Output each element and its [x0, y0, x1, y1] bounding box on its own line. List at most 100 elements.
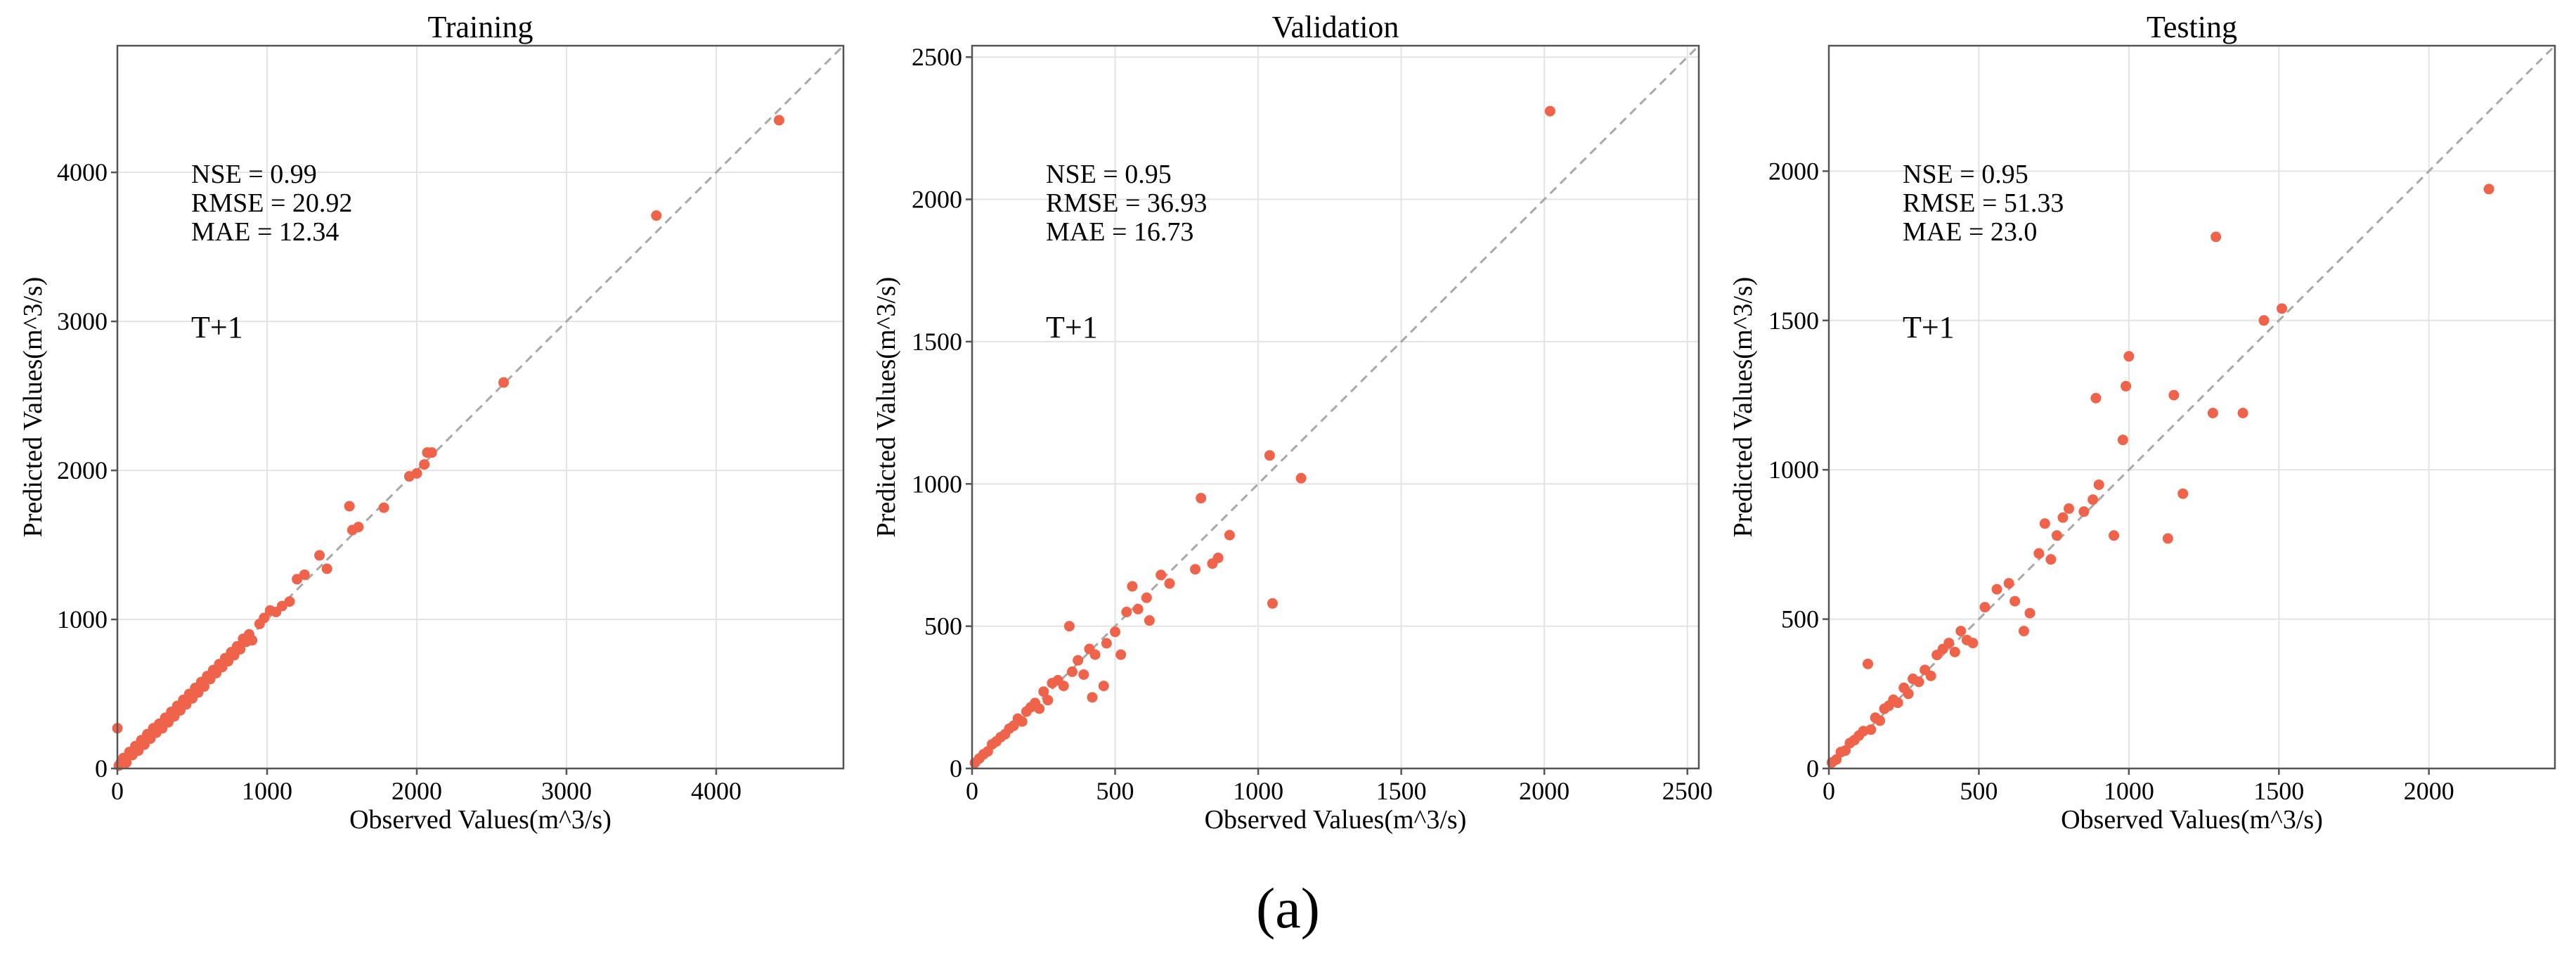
data-point	[378, 502, 389, 513]
data-point	[2051, 530, 2062, 541]
data-point	[1121, 606, 1132, 617]
data-point	[1164, 578, 1175, 589]
x-tick-label: 1500	[2253, 777, 2304, 805]
data-point	[2277, 303, 2288, 314]
y-tick-label: 1500	[1768, 307, 1819, 335]
y-axis-label: Predicted Values(m^3/s)	[1728, 277, 1758, 538]
data-point	[498, 377, 510, 388]
plot-frame	[116, 44, 845, 770]
data-point	[199, 681, 210, 692]
chart-panel-1: 0 1000 2000 3000 4000 0 1000 2000 3000 4000 Traini…	[18, 10, 845, 835]
data-point	[1141, 592, 1152, 603]
data-point	[1034, 703, 1045, 714]
data-point	[1949, 646, 1960, 657]
data-point	[1862, 658, 1873, 669]
data-point	[284, 596, 295, 607]
y-tick-label: 1000	[57, 605, 108, 633]
data-point	[1101, 638, 1112, 649]
data-point	[2117, 435, 2128, 446]
x-tick-label: 0	[966, 777, 978, 805]
chart-title: Testing	[2147, 10, 2237, 44]
data-point	[1267, 598, 1278, 609]
metric-text: RMSE = 51.33	[1903, 188, 2064, 218]
data-point	[2039, 518, 2050, 529]
data-point	[419, 459, 430, 470]
data-point	[235, 643, 246, 655]
chart-title: Training	[428, 10, 533, 44]
data-point	[1979, 602, 1991, 613]
data-point	[411, 468, 422, 479]
data-point	[2009, 596, 2021, 607]
plot-frame	[1827, 44, 2556, 770]
data-point	[1264, 450, 1275, 461]
data-point	[344, 501, 355, 512]
x-axis-label: Observed Values(m^3/s)	[349, 805, 611, 835]
chart-title: Validation	[1272, 10, 1399, 44]
data-point	[1110, 626, 1121, 638]
data-point	[1042, 695, 1054, 706]
data-point	[1098, 681, 1109, 692]
data-point	[1038, 686, 1049, 697]
data-point	[2088, 494, 2099, 506]
data-point	[2045, 554, 2057, 565]
y-axis-label: Predicted Values(m^3/s)	[18, 277, 48, 538]
data-point	[2207, 407, 2218, 418]
data-point	[1087, 692, 1098, 703]
data-point	[2237, 407, 2248, 418]
x-tick-label: 1500	[1376, 777, 1427, 805]
metric-text: MAE = 23.0	[1903, 217, 2037, 247]
data-point	[353, 522, 364, 533]
metric-text: RMSE = 20.92	[191, 188, 352, 218]
x-tick-label: 500	[1096, 777, 1134, 805]
metric-text: NSE = 0.99	[191, 160, 317, 189]
metric-text: NSE = 0.95	[1903, 160, 2028, 189]
data-point	[426, 447, 437, 458]
y-tick-label: 1000	[1768, 456, 1819, 484]
data-point	[1913, 676, 1924, 688]
chart-panel-2: 0 500 1000 1500 2000 2500 0 500 1000 1500 2000 2500…	[872, 10, 1713, 835]
data-point	[2024, 607, 2035, 619]
y-tick-label: 1000	[912, 470, 962, 498]
metric-text: MAE = 12.34	[191, 217, 339, 247]
data-point	[1212, 553, 1224, 564]
y-tick-label: 1500	[912, 328, 962, 356]
x-tick-label: 3000	[541, 777, 592, 805]
data-point	[1127, 581, 1138, 592]
data-point	[1943, 638, 1955, 649]
data-point	[1073, 655, 1084, 666]
data-point	[1892, 697, 1903, 709]
data-point	[1058, 681, 1069, 692]
x-tick-label: 1000	[1233, 777, 1283, 805]
data-point	[2093, 479, 2104, 490]
data-point	[1224, 529, 1235, 541]
data-point	[2121, 380, 2132, 392]
plot-frame	[971, 44, 1700, 770]
y-tick-label: 500	[1781, 605, 1819, 633]
data-point	[1115, 649, 1127, 660]
horizon-label: T+1	[191, 310, 243, 345]
y-tick-label: 2500	[912, 43, 962, 71]
x-tick-label: 4000	[691, 777, 742, 805]
x-axis-label: Observed Values(m^3/s)	[1205, 805, 1467, 835]
x-tick-label: 2000	[2404, 777, 2454, 805]
data-point	[2018, 626, 2029, 637]
data-point	[1063, 621, 1075, 632]
x-tick-label: 0	[1823, 777, 1835, 805]
metric-text: NSE = 0.95	[1046, 160, 1172, 189]
data-point	[1132, 603, 1144, 614]
data-point	[2057, 512, 2069, 523]
data-point	[2109, 530, 2120, 541]
data-point	[651, 210, 662, 221]
data-point	[2123, 351, 2135, 362]
data-point	[1078, 669, 1089, 680]
data-point	[1875, 715, 1886, 726]
x-tick-label: 2000	[391, 777, 442, 805]
data-point	[2483, 184, 2494, 195]
data-point	[1991, 584, 2002, 595]
data-point	[1066, 666, 1077, 677]
data-point	[2211, 231, 2222, 243]
data-point	[321, 563, 332, 574]
data-point	[314, 550, 325, 561]
data-point	[1967, 638, 1979, 649]
data-point	[1089, 649, 1101, 660]
